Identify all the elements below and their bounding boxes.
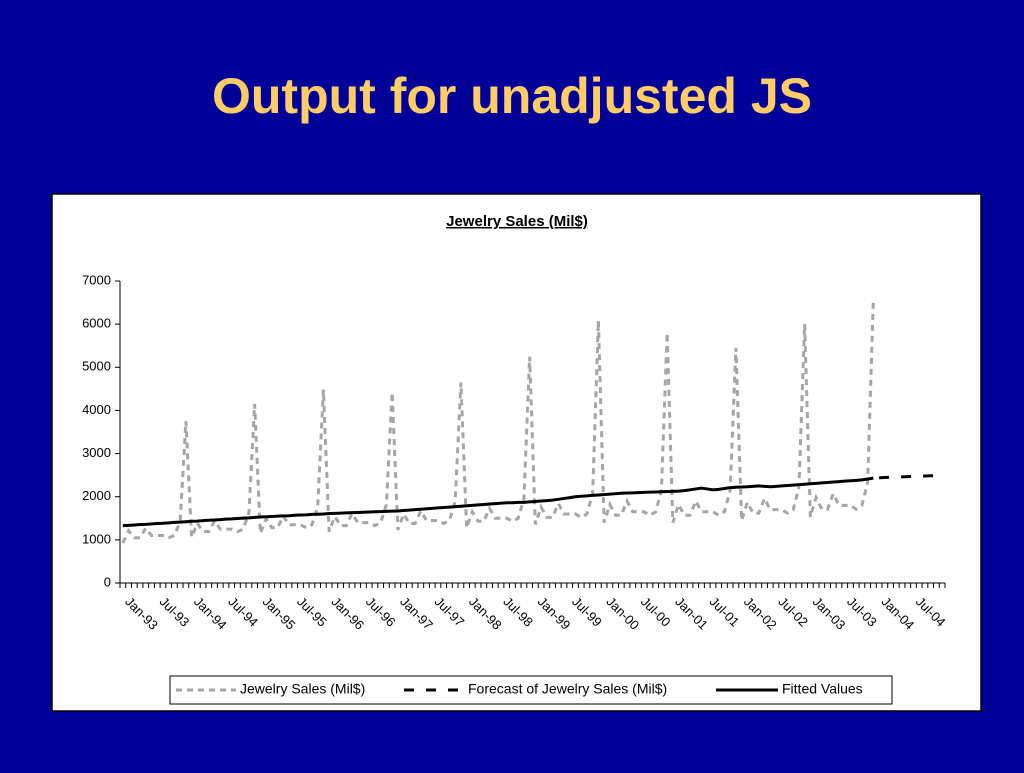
- legend-label: Fitted Values: [782, 681, 863, 697]
- y-tick-label: 4000: [82, 402, 111, 417]
- y-tick-label: 7000: [82, 272, 111, 287]
- series-line: [121, 298, 875, 544]
- y-tick-label: 0: [104, 574, 111, 589]
- legend-label: Forecast of Jewelry Sales (Mil$): [468, 681, 667, 697]
- series-line: [122, 476, 874, 528]
- y-tick-label: 2000: [82, 488, 111, 503]
- y-tick-label: 6000: [82, 316, 111, 331]
- slide-title: Output for unadjusted JS: [212, 68, 812, 124]
- y-tick-label: 5000: [82, 359, 111, 374]
- y-tick-label: 3000: [82, 445, 111, 460]
- y-tick-label: 1000: [82, 531, 111, 546]
- legend-label: Jewelry Sales (Mil$): [240, 681, 365, 697]
- series-line: [879, 473, 943, 480]
- chart-area: [51, 193, 982, 712]
- chart-title: Jewelry Sales (Mil$): [446, 213, 588, 230]
